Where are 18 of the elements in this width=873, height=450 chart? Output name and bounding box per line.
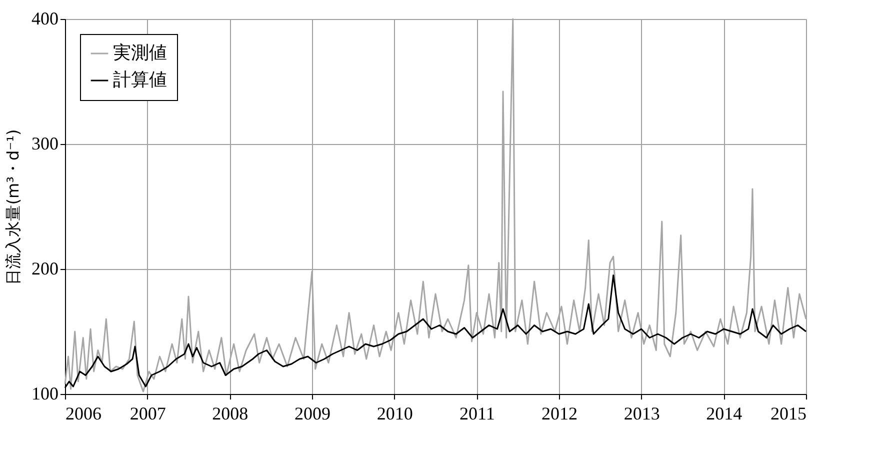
line-series [64, 18, 807, 392]
legend-label: 実測値 [113, 42, 167, 64]
x-tick-label: 2010 [376, 404, 413, 424]
x-tick-label: 2006 [66, 404, 102, 424]
x-tick-label: 2011 [459, 404, 495, 424]
y-tick-label: 300 [32, 134, 58, 154]
y-tick-label: 100 [32, 384, 58, 404]
y-tick-label: 200 [32, 258, 58, 278]
x-tick-label: 2009 [294, 404, 330, 424]
x-tick-label: 2008 [212, 404, 248, 424]
y-tick-label: 400 [32, 8, 58, 28]
y-axis-title: 日流入水量(m³・d⁻¹) [4, 129, 22, 285]
legend-label: 計算値 [113, 70, 167, 90]
x-tick-label: 2007 [130, 404, 166, 424]
x-tick-label: 2013 [624, 404, 660, 424]
x-tick-label: 2014 [706, 404, 742, 424]
x-tick-label: 2012 [542, 404, 578, 424]
x-tick-label: 2015 [770, 404, 806, 424]
